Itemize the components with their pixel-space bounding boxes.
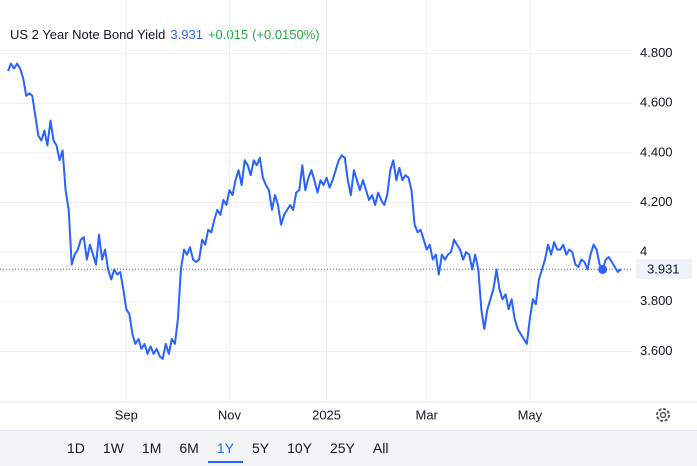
range-button[interactable]: All [372,440,389,456]
range-button[interactable]: 5Y [251,440,270,456]
y-tick-label: 4.200 [640,194,673,209]
change: +0.015 [208,27,248,42]
last-value-label: 3.931 [647,262,680,277]
chart: US 2 Year Note Bond Yield 3.931 +0.015 (+0.… [0,0,697,422]
x-tick-label: Sep [115,407,138,422]
current-value: 3.931 [170,27,203,42]
change-percent: (+0.0150%) [252,27,320,42]
yield-line [7,62,622,360]
y-tick-label: 3.600 [640,343,673,358]
gear-hub [659,411,667,419]
x-tick-label: Nov [218,407,242,422]
range-button[interactable]: 10Y [287,440,312,456]
y-tick-label: 3.800 [640,293,673,308]
range-button[interactable]: 1D [67,440,85,456]
chart-title: US 2 Year Note Bond Yield 3.931 +0.015 (+0.… [10,27,320,42]
range-bar: 1D 1W 1M 6M 1Y 5Y 10Y 25Y All [0,430,697,466]
highlight-point [598,264,608,274]
last-value-box [636,259,692,280]
settings-icon[interactable] [656,408,670,422]
range-button[interactable]: 1W [102,440,124,456]
y-tick-label: 4 [640,244,647,259]
x-tick-label: Mar [415,407,438,422]
y-tick-label: 4.400 [640,144,673,159]
y-tick-label: 4.800 [640,45,673,60]
y-tick-label: 4.600 [640,95,673,110]
gear-teeth [656,408,670,422]
x-tick-label: 2025 [312,407,341,422]
range-button[interactable]: 6M [179,440,199,456]
range-button[interactable]: 25Y [329,440,355,456]
range-button[interactable]: 1Y [207,434,243,463]
title: US 2 Year Note Bond Yield [10,27,165,42]
range-button[interactable]: 1M [141,440,162,456]
x-tick-label: May [518,407,543,422]
